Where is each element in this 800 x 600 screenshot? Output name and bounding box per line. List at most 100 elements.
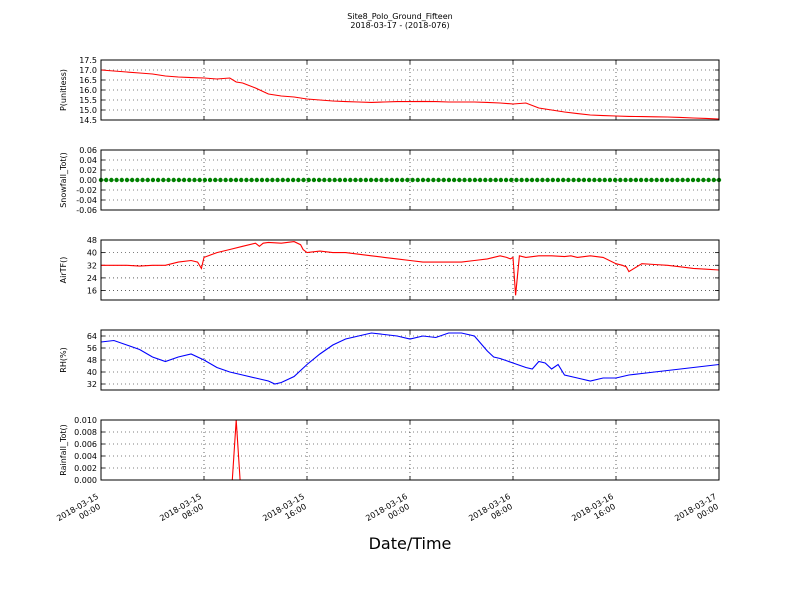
data-point <box>394 177 400 183</box>
y-tick-label: 40 <box>87 368 97 377</box>
data-point <box>503 177 509 183</box>
data-point <box>119 177 124 183</box>
data-point <box>358 177 363 183</box>
data-point <box>483 177 488 183</box>
data-point <box>550 177 556 183</box>
y-tick-label: 24 <box>87 274 97 283</box>
data-point <box>389 177 395 183</box>
data-point <box>213 177 218 183</box>
y-tick-label: 16.0 <box>79 86 97 95</box>
data-point <box>675 177 680 183</box>
data-point <box>322 177 327 183</box>
data-point <box>493 177 498 183</box>
data-point <box>670 177 675 183</box>
data-point <box>400 177 405 183</box>
data-point <box>296 177 301 183</box>
data-point <box>638 177 644 183</box>
y-tick-label: 15.0 <box>79 106 97 115</box>
y-axis-label: AirTF() <box>59 257 68 284</box>
data-point <box>514 177 519 183</box>
data-point <box>311 177 317 183</box>
data-point <box>353 177 358 183</box>
data-point <box>348 177 353 183</box>
data-point <box>410 177 415 183</box>
data-point <box>576 177 581 183</box>
data-point <box>384 177 389 183</box>
data-point <box>701 177 706 183</box>
data-point <box>109 177 114 183</box>
data-point <box>176 177 182 183</box>
y-tick-label: -0.06 <box>76 206 97 215</box>
axes-frame <box>100 239 720 301</box>
data-point <box>197 177 202 183</box>
data-point <box>607 177 613 183</box>
x-axis-label: Date/Time <box>368 534 452 553</box>
data-point <box>477 177 483 183</box>
data-point <box>337 177 343 183</box>
data-point <box>249 177 254 183</box>
data-point <box>161 177 166 183</box>
data-point <box>233 177 239 183</box>
data-point <box>223 177 228 183</box>
data-point <box>145 177 150 183</box>
data-series-line <box>101 241 720 296</box>
data-point <box>103 177 109 183</box>
data-point <box>519 177 524 183</box>
data-point <box>654 177 659 183</box>
axes-frame <box>100 329 720 391</box>
axes-frame <box>100 59 720 121</box>
data-point <box>425 177 431 183</box>
y-tick-label: 56 <box>87 344 97 353</box>
data-point <box>571 177 576 183</box>
data-point <box>618 177 623 183</box>
data-point <box>135 177 140 183</box>
data-point <box>540 177 545 183</box>
data-point <box>166 177 171 183</box>
panel-3: 16 24 32 40 48 AirTF() <box>59 236 720 301</box>
data-point <box>420 177 426 183</box>
data-point <box>685 177 691 183</box>
y-tick-label: 40 <box>87 249 97 258</box>
axes-frame <box>100 419 720 481</box>
data-point <box>192 177 197 183</box>
data-point <box>462 177 467 183</box>
y-tick-label: 0.008 <box>74 428 97 437</box>
data-point <box>285 177 291 183</box>
data-point <box>327 177 332 183</box>
data-point <box>566 177 571 183</box>
data-point <box>332 177 337 183</box>
data-point <box>301 177 306 183</box>
data-point <box>415 177 420 183</box>
data-point <box>202 177 208 183</box>
y-tick-label: 48 <box>87 356 97 365</box>
data-point <box>405 177 410 183</box>
data-point <box>690 177 696 183</box>
data-point <box>270 177 275 183</box>
data-point <box>316 177 322 183</box>
data-point <box>457 177 462 183</box>
data-point <box>488 177 493 183</box>
data-point <box>467 177 472 183</box>
y-axis-label: P(unitless) <box>59 69 68 111</box>
data-point <box>239 177 244 183</box>
y-tick-label: 48 <box>87 236 97 245</box>
data-point <box>680 177 685 183</box>
y-tick-label: 0.02 <box>79 166 97 175</box>
data-point <box>374 177 379 183</box>
data-point <box>696 177 701 183</box>
data-point <box>368 177 374 183</box>
data-point <box>623 177 628 183</box>
data-point <box>659 177 665 183</box>
data-point <box>612 177 618 183</box>
data-point <box>254 177 259 183</box>
data-point <box>306 177 311 183</box>
data-point <box>711 177 717 183</box>
data-series-line <box>100 69 720 120</box>
data-point <box>155 177 161 183</box>
data-point <box>644 177 649 183</box>
data-point <box>597 177 602 183</box>
axes-frame <box>100 149 720 211</box>
y-tick-label: 14.5 <box>79 116 97 125</box>
